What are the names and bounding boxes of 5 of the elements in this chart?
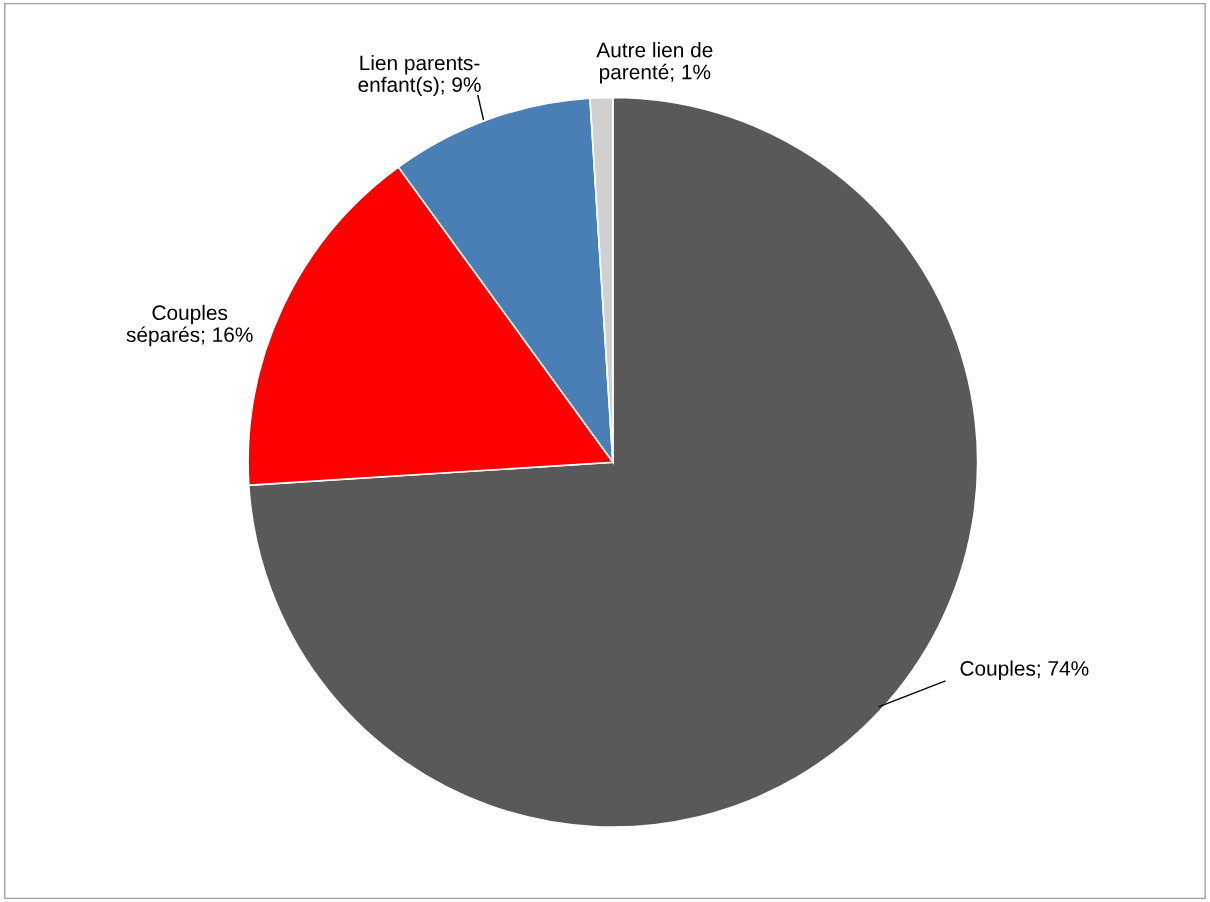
slice-label: Autre lien de parenté; 1%	[596, 42, 713, 84]
slice-label: Couples	[960, 660, 1036, 680]
data-label: ; 74%	[1037, 661, 1089, 679]
slice-label: Couples séparés; 16%	[126, 304, 253, 347]
slice-label: Lien parents-enfant(s); 9%	[358, 55, 481, 97]
